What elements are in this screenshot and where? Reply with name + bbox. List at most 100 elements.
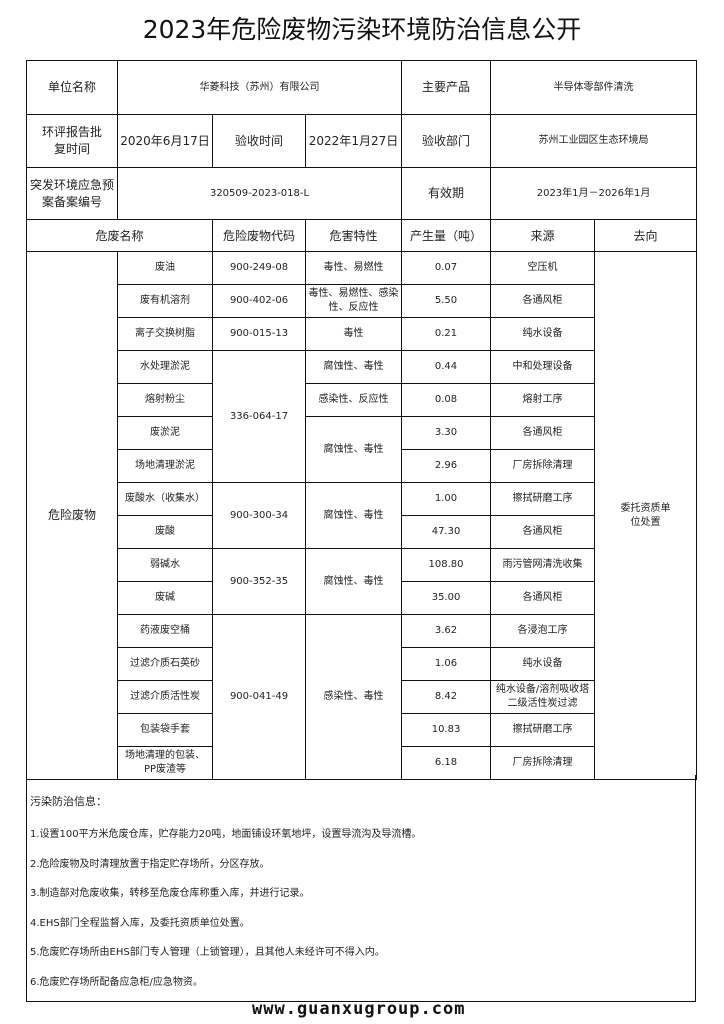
unit-label: 单位名称 [26, 60, 118, 115]
note-item: 1.设置100平方米危废仓库，贮存能力20吨，地面铺设环氧地坪，设置导流沟及导流… [30, 829, 422, 840]
waste-amount: 0.08 [401, 383, 492, 417]
waste-source: 纯水设备/溶剂吸收塔二级活性炭过滤 [490, 680, 596, 714]
eia-value: 2020年6月17日 [117, 114, 213, 168]
waste-source: 各通风柜 [490, 581, 596, 615]
table-row: 包装袋手套 10.83 擦拭研磨工序 [27, 713, 697, 747]
table-row: 过滤介质活性炭 8.42 纯水设备/溶剂吸收塔二级活性炭过滤 [27, 680, 697, 714]
waste-source: 各通风柜 [490, 515, 596, 549]
hazard-property: 腐蚀性、毒性 [304, 350, 403, 384]
waste-amount: 2.96 [401, 449, 492, 483]
validity-label: 有效期 [401, 167, 492, 220]
waste-name: 废酸水（收集水） [117, 482, 213, 516]
waste-code: 900-352-35 [212, 548, 306, 615]
table-row: 场地清理的包装、PP废渣等 6.18 厂房拆除清理 [27, 746, 697, 780]
waste-amount: 0.21 [401, 317, 492, 351]
table-row: 废酸 47.30 各通风柜 [27, 515, 697, 549]
table-row: 废酸水（收集水） 900-300-34 腐蚀性、毒性 1.00 擦拭研磨工序 [27, 482, 697, 549]
waste-amount: 1.00 [401, 482, 492, 516]
header-source: 来源 [490, 219, 596, 252]
waste-source: 擦拭研磨工序 [490, 482, 596, 516]
table-row: 熔射粉尘 感染性、反应性 0.08 熔射工序 [27, 383, 697, 417]
waste-category: 危险废物 [26, 251, 118, 780]
table-row: 场地清理淤泥 2.96 厂房拆除清理 [27, 449, 697, 483]
hazard-property: 感染性、反应性 [304, 383, 403, 417]
waste-source: 纯水设备 [490, 647, 596, 681]
waste-source: 厂房拆除清理 [490, 449, 596, 483]
product-value: 半导体零部件清洗 [490, 60, 698, 115]
waste-source: 擦拭研磨工序 [490, 713, 596, 747]
waste-source: 厂房拆除清理 [490, 746, 596, 780]
note-item: 6.危废贮存场所配备应急柜/应急物资。 [30, 976, 203, 988]
hazard-property: 腐蚀性、毒性 [304, 482, 403, 549]
header-hazard: 危害特性 [304, 219, 403, 252]
pollution-prevention-notes: 污染防治信息： 1.设置100平方米危废仓库，贮存能力20吨，地面铺设环氧地坪，… [26, 775, 696, 1002]
waste-source: 纯水设备 [490, 317, 596, 351]
waste-destination: 委托资质单位处置 [594, 251, 698, 780]
acceptance-time-label: 验收时间 [212, 114, 306, 168]
waste-name: 废有机溶剂 [117, 284, 213, 318]
waste-name: 场地清理淤泥 [117, 449, 213, 483]
waste-name: 包装袋手套 [117, 713, 213, 747]
waste-name: 废油 [117, 251, 213, 285]
waste-code: 900-041-49 [212, 614, 306, 780]
waste-name: 过滤介质活性炭 [117, 680, 213, 714]
waste-name: 过滤介质石英砂 [117, 647, 213, 681]
hazard-property: 腐蚀性、毒性 [304, 548, 403, 615]
website-watermark: www.guanxugroup.com [252, 999, 466, 1019]
waste-code: 900-402-06 [212, 284, 306, 318]
header-code: 危险废物代码 [212, 219, 306, 252]
waste-amount: 35.00 [401, 581, 492, 615]
waste-amount: 0.44 [401, 350, 492, 384]
note-item: 3.制造部对危废收集，转移至危废仓库称重入库，并进行记录。 [30, 888, 310, 899]
table-row: 废碱 35.00 各通风柜 [27, 581, 697, 615]
waste-code: 900-015-13 [212, 317, 306, 351]
waste-amount: 3.30 [401, 416, 492, 450]
waste-name: 熔射粉尘 [117, 383, 213, 417]
hazard-property: 感染性、毒性 [304, 614, 403, 780]
acceptance-dept-value: 苏州工业园区生态环境局 [490, 114, 698, 168]
waste-name: 水处理淤泥 [117, 350, 213, 384]
validity-value: 2023年1月－2026年1月 [490, 167, 698, 220]
product-label: 主要产品 [401, 60, 492, 115]
waste-source: 雨污管网清洗收集 [490, 548, 596, 582]
waste-amount: 3.62 [401, 614, 492, 648]
waste-source: 熔射工序 [490, 383, 596, 417]
waste-amount: 5.50 [401, 284, 492, 318]
waste-source: 各通风柜 [490, 416, 596, 450]
waste-info-table: 单位名称 华菱科技（苏州）有限公司 主要产品 半导体零部件清洗 环评报告批复时间… [26, 60, 698, 780]
waste-name: 药液废空桶 [117, 614, 213, 648]
waste-source: 各浸泡工序 [490, 614, 596, 648]
waste-name: 离子交换树脂 [117, 317, 213, 351]
header-name: 危废名称 [26, 219, 213, 252]
waste-amount: 47.30 [401, 515, 492, 549]
waste-amount: 108.80 [401, 548, 492, 582]
waste-source: 中和处理设备 [490, 350, 596, 384]
waste-source: 各通风柜 [490, 284, 596, 318]
plan-value: 320509-2023-018-L [116, 167, 403, 220]
table-row: 水处理淤泥 336-064-17 腐蚀性、毒性 0.44 中和处理设备 [27, 350, 697, 483]
table-row: 危险废物 废油 900-249-08 毒性、易燃性 0.07 空压机 委托资质单位处置 [26, 251, 698, 780]
waste-amount: 10.83 [401, 713, 492, 747]
plan-label: 突发环境应急预案备案编号 [26, 167, 118, 220]
table-row: 药液废空桶 900-041-49 感染性、毒性 3.62 各浸泡工序 [27, 614, 697, 780]
hazard-property: 毒性、易燃性、感染性、反应性 [304, 284, 403, 318]
note-item: 2.危险废物及时清理放置于指定贮存场所，分区存放。 [30, 858, 270, 870]
eia-label: 环评报告批复时间 [26, 114, 118, 168]
waste-name: 弱碱水 [117, 548, 213, 582]
table-row: 废淤泥 腐蚀性、毒性 3.30 各通风柜 [27, 416, 697, 483]
waste-code: 900-300-34 [212, 482, 306, 549]
hazard-property: 腐蚀性、毒性 [304, 416, 403, 483]
waste-name: 场地清理的包装、PP废渣等 [117, 746, 213, 780]
waste-amount: 1.06 [401, 647, 492, 681]
acceptance-dept-label: 验收部门 [401, 114, 492, 168]
acceptance-time-value: 2022年1月27日 [304, 114, 403, 168]
header-destination: 去向 [594, 219, 698, 252]
table-row: 弱碱水 900-352-35 腐蚀性、毒性 108.80 雨污管网清洗收集 [27, 548, 697, 615]
waste-code: 336-064-17 [212, 350, 306, 483]
waste-code: 900-249-08 [212, 251, 306, 285]
waste-name: 废淤泥 [117, 416, 213, 450]
waste-amount: 8.42 [401, 680, 492, 714]
waste-name: 废碱 [117, 581, 213, 615]
hazard-property: 毒性、易燃性 [304, 251, 403, 285]
note-item: 5.危废贮存场所由EHS部门专人管理（上锁管理），且其他人未经许可不得入内。 [30, 947, 385, 958]
